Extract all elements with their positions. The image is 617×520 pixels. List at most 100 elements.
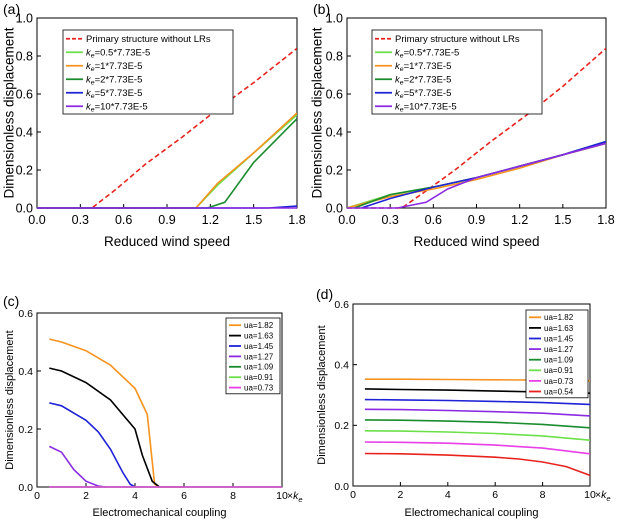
x-tick-label: 0.9	[468, 213, 485, 227]
legend-name: 0.5*7.73E-5	[409, 48, 459, 59]
x-tick-label: 1.5	[554, 213, 571, 227]
legend-name: ua=1.63	[544, 324, 574, 333]
legend-k: k	[395, 75, 401, 86]
y-tick-label: 0.0	[18, 482, 33, 494]
legend-name: 10*7.73E-5	[409, 102, 457, 113]
x-tick-label: 6	[492, 489, 498, 501]
series-line	[364, 441, 590, 455]
legend-name: ua=0.91	[244, 373, 274, 382]
series-line	[361, 140, 606, 209]
series-line	[364, 419, 590, 429]
legend-name: 1*7.73E-5	[409, 61, 451, 72]
y-tick-label: 0.4	[16, 126, 33, 140]
legend-box	[371, 29, 543, 115]
x-tick-label: 1.2	[202, 213, 219, 227]
panel-label: (d)	[316, 286, 333, 302]
legend-entry: ua=1.82	[544, 313, 574, 322]
legend-sub: e	[400, 66, 404, 73]
legend-entry: ua=1.63	[544, 324, 574, 333]
x-tick-label: 0.6	[115, 213, 132, 227]
legend-k: k	[86, 88, 92, 99]
legend-name: ua=1.63	[244, 331, 274, 340]
x-tick-label: 8	[230, 490, 236, 502]
legend-name: ua=0.54	[544, 387, 574, 396]
legend-entry: ua=1.09	[244, 363, 274, 372]
legend-name: ua=1.45	[244, 342, 274, 351]
series-line	[364, 430, 590, 441]
series-line	[49, 402, 136, 488]
legend-name: ua=0.91	[544, 366, 574, 375]
series-line	[37, 47, 297, 209]
legend-name: 2*7.73E-5	[100, 75, 142, 86]
legend-entry: ua=0.91	[544, 366, 574, 375]
legend-entry: ke=1*7.73E-5	[395, 61, 451, 73]
legend-entry: ua=1.45	[244, 342, 274, 351]
legend-name: ua=1.27	[244, 352, 274, 361]
legend-entry: ua=0.54	[544, 387, 574, 396]
y-tick-label: 1.0	[326, 12, 343, 26]
legend-name: ua=1.82	[544, 313, 574, 322]
legend-k: k	[86, 102, 92, 113]
legend: Primary structure without LRske=0.5*7.73…	[371, 29, 543, 115]
y-tick-label: 0.6	[334, 299, 349, 311]
legend-name: 5*7.73E-5	[100, 88, 142, 99]
y-axis-label: Dimensionless displacement	[2, 27, 17, 198]
legend-entry: ua=1.09	[544, 356, 574, 365]
y-tick-label: 0.4	[18, 366, 33, 378]
x-tick-label: 2	[397, 489, 403, 501]
x-tick-label: 1.2	[511, 213, 528, 227]
x-tick-label: 1.8	[597, 213, 614, 227]
legend-name: Primary structure without LRs	[86, 34, 211, 45]
legend-entry: ua=0.91	[244, 373, 274, 382]
legend-k: k	[395, 88, 401, 99]
series-line	[364, 408, 590, 417]
y-tick-label: 0.2	[326, 164, 343, 178]
legend-sub: e	[91, 53, 95, 60]
legend-eq: =	[404, 102, 410, 113]
legend-box	[525, 309, 589, 399]
legend-entry: ke=2*7.73E-5	[86, 75, 142, 87]
series-line	[37, 114, 297, 209]
legend-name: ua=1.09	[544, 356, 574, 365]
legend-entry: ua=0.73	[244, 383, 274, 392]
legend-entry: ke=10*7.73E-5	[395, 102, 457, 114]
x-tick-label: 0.3	[72, 213, 89, 227]
x-tick-label: 0	[34, 490, 40, 502]
x-tick-label: 0.3	[381, 213, 398, 227]
y-axis-label: Dimensionless displacement	[316, 325, 328, 464]
y-tick-label: 0.6	[18, 308, 33, 320]
legend-k: k	[86, 48, 92, 59]
legend-sub: e	[400, 80, 404, 87]
x-tick-label: 0.6	[425, 213, 442, 227]
x-tick-label: 0	[350, 489, 356, 501]
x-axis-label: Reduced wind speed	[413, 234, 539, 249]
legend-entry: ua=1.45	[544, 334, 574, 343]
x-axis-label: Electromechanical coupling	[405, 507, 539, 519]
legend-eq: =	[95, 48, 101, 59]
series-line	[364, 452, 590, 477]
legend-k: k	[395, 102, 401, 113]
y-tick-label: 1.0	[16, 12, 33, 26]
y-tick-label: 0.2	[18, 424, 33, 436]
panel-label: (b)	[313, 1, 330, 17]
x-unit-prefix: ×	[595, 489, 601, 501]
legend-sub: e	[400, 107, 404, 114]
panel-label: (c)	[3, 293, 19, 309]
legend-entry: ua=1.63	[244, 331, 274, 340]
y-axis-label: Dimensionless displacement	[310, 27, 325, 198]
legend-entry: Primary structure without LRs	[86, 34, 211, 45]
series-line	[37, 112, 297, 209]
legend-name: ua=0.73	[244, 383, 274, 392]
panel-a: 0.0 0.3 0.6 0.9 1.2 1.5 1.8 0.0 0.2 0.4 0.6 0.8 1.0(…	[2, 1, 306, 249]
x-tick-label: 4	[445, 489, 451, 501]
legend-name: 10*7.73E-5	[100, 102, 148, 113]
x-tick-label: 6	[181, 490, 187, 502]
y-tick-label: 0.0	[16, 202, 33, 216]
x-unit-k: k	[293, 490, 299, 502]
legend-entry: ua=1.27	[244, 352, 274, 361]
y-tick-label: 0.0	[334, 481, 349, 493]
legend-entry: ua=1.82	[244, 321, 274, 330]
x-unit-k: k	[601, 489, 607, 501]
y-tick-label: 0.2	[334, 420, 349, 432]
